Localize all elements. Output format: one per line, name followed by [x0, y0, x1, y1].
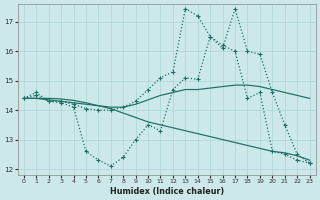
- X-axis label: Humidex (Indice chaleur): Humidex (Indice chaleur): [109, 187, 224, 196]
